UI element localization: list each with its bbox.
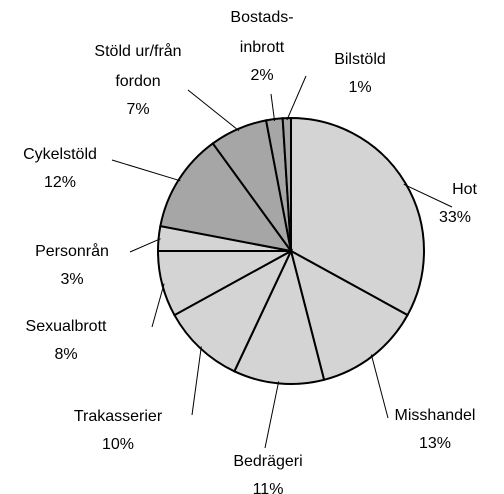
slice-label: Cykelstöld [23,146,97,163]
leader-line [191,346,202,416]
pie-slice [159,142,294,253]
label-line: inbrott [240,39,285,56]
slice-label: Hot [452,181,477,198]
slice-label: Bilstöld [334,51,386,68]
pie-slice [290,116,425,317]
value-label: 13% [419,435,451,452]
value-label: 3% [60,271,83,288]
leader-line [187,89,240,132]
leader-line [151,283,165,328]
leader-line [264,381,280,449]
slice-label: Sexualbrott [26,318,107,335]
value-label: 10% [102,436,134,453]
leader-line [111,159,181,182]
slice-label: Stöld ur/från fordon [94,42,181,90]
label-line: Bedrägeri [233,453,302,470]
leader-line [286,75,307,121]
value-label: 8% [54,346,77,363]
leader-line [270,93,276,122]
pie-slice [289,249,409,382]
leader-line [403,183,453,208]
value-label: 1% [348,79,371,96]
label-line: Sexualbrott [26,318,107,335]
label-line: fordon [115,73,160,90]
label-line: Bilstöld [334,51,386,68]
label-line: Cykelstöld [23,146,97,163]
value-label: 33% [439,209,471,226]
value-label: 12% [44,174,76,191]
label-line: Misshandel [395,407,476,424]
slice-label: Misshandel [395,407,476,424]
pie-slice [173,248,294,373]
label-line: Bostads- [230,9,293,26]
slice-label: Bedrägeri [233,453,302,470]
pie-slice [281,116,292,252]
label-line: Hot [452,181,477,198]
label-line: Stöld ur/från [94,42,181,60]
leader-line [129,238,161,253]
value-label: 7% [126,101,149,118]
label-line: Personrån [35,242,109,260]
slice-label: Trakasserier [74,408,163,425]
leader-line [370,354,389,419]
slice-label: Personrån [35,242,109,260]
slice-label: Bostads-inbrott [230,9,293,56]
label-line: Trakasserier [74,408,163,425]
value-label: 2% [250,67,273,84]
value-label: 11% [253,481,284,494]
